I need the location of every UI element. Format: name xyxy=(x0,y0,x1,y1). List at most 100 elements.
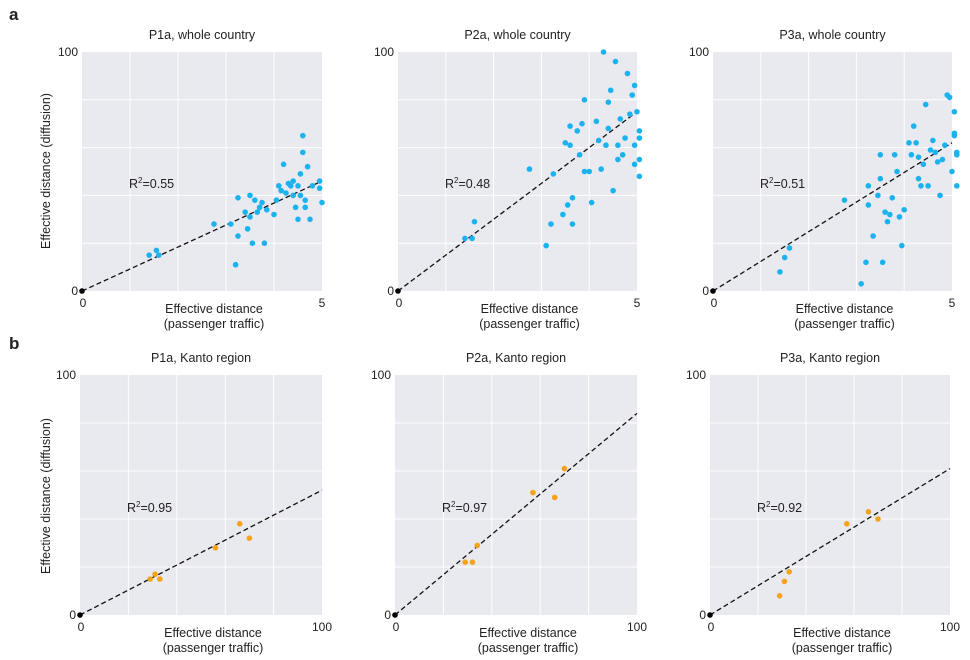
chart-title: P1a, Kanto region xyxy=(151,351,251,365)
row-label-a: a xyxy=(9,5,19,24)
data-point xyxy=(887,211,893,218)
y-tick-label: 100 xyxy=(58,45,78,59)
data-point xyxy=(884,218,891,225)
r-squared-label: R2=0.51 xyxy=(760,176,805,191)
data-point xyxy=(288,183,294,189)
data-point xyxy=(295,216,301,223)
data-point xyxy=(627,111,633,117)
origin-point xyxy=(707,612,713,618)
data-point xyxy=(292,204,299,211)
data-point xyxy=(877,175,884,182)
x-tick-label: 0 xyxy=(80,296,87,310)
data-point xyxy=(551,494,558,501)
data-point xyxy=(622,135,628,141)
data-point xyxy=(273,197,280,203)
data-point xyxy=(951,108,958,115)
data-point xyxy=(776,593,783,599)
data-point xyxy=(636,173,643,180)
fit-line xyxy=(79,489,323,616)
data-point xyxy=(925,183,931,189)
data-point xyxy=(777,269,783,275)
y-tick-label: 0 xyxy=(387,284,394,298)
x-axis-label-line1: Effective distance xyxy=(793,626,891,640)
y-axis-label-row-b: Effective distance (diffusion) xyxy=(39,418,53,574)
origin-point xyxy=(392,612,398,618)
data-point xyxy=(634,108,640,115)
data-point xyxy=(934,159,941,165)
data-point xyxy=(295,183,301,189)
data-point xyxy=(576,151,583,158)
data-point xyxy=(894,168,900,175)
data-point xyxy=(569,221,576,227)
data-point xyxy=(562,140,569,146)
data-point xyxy=(586,168,592,175)
data-point xyxy=(942,142,948,149)
data-point xyxy=(598,166,604,172)
data-point xyxy=(283,190,289,196)
y-tick-label: 100 xyxy=(374,45,394,59)
data-point xyxy=(153,247,160,254)
x-tick-label: 100 xyxy=(627,620,647,634)
y-tick-label: 100 xyxy=(56,368,76,382)
data-point xyxy=(319,199,325,206)
data-point xyxy=(307,216,313,223)
x-tick-label: 0 xyxy=(393,620,400,634)
data-point xyxy=(242,209,248,215)
data-point xyxy=(906,140,912,146)
x-axis-label-line1: Effective distance xyxy=(479,626,577,640)
y-tick-label: 100 xyxy=(689,45,709,59)
data-point xyxy=(302,204,309,211)
origin-point xyxy=(710,288,716,294)
data-point xyxy=(271,211,277,218)
data-point xyxy=(297,171,304,177)
data-point xyxy=(636,156,643,163)
data-point xyxy=(891,151,898,158)
data-point xyxy=(235,194,241,201)
data-point xyxy=(247,192,253,199)
fit-line xyxy=(81,180,323,292)
data-point xyxy=(863,259,869,266)
data-point xyxy=(588,199,595,206)
data-point xyxy=(316,178,323,184)
data-point xyxy=(879,259,886,266)
data-point xyxy=(526,166,533,172)
data-point xyxy=(610,187,616,194)
x-tick-label: 0 xyxy=(708,620,715,634)
data-point xyxy=(581,97,588,103)
x-axis-label-line1: Effective distance xyxy=(796,302,894,316)
data-point xyxy=(901,206,907,213)
data-point xyxy=(254,209,260,215)
x-axis-label-line2: (passenger traffic) xyxy=(794,317,895,331)
data-point xyxy=(249,240,256,246)
x-tick-label: 0 xyxy=(78,620,85,634)
data-point xyxy=(543,242,549,249)
data-point xyxy=(595,137,602,144)
data-point xyxy=(469,559,476,565)
x-axis-label-line1: Effective distance xyxy=(481,302,579,316)
origin-point xyxy=(77,612,83,618)
x-tick-label: 5 xyxy=(634,296,641,310)
data-point xyxy=(560,211,566,218)
data-point xyxy=(290,178,297,184)
data-point xyxy=(930,137,936,144)
data-point xyxy=(858,281,864,287)
data-point xyxy=(548,221,554,227)
data-point xyxy=(899,242,905,249)
plot-area xyxy=(713,52,952,291)
data-point xyxy=(918,183,924,189)
data-point xyxy=(617,116,624,122)
data-point xyxy=(629,92,636,98)
data-point xyxy=(156,252,162,258)
x-axis-label-line1: Effective distance xyxy=(165,302,263,316)
fit-line xyxy=(712,142,953,292)
r-squared-label: R2=0.95 xyxy=(127,500,172,515)
r-squared-label: R2=0.92 xyxy=(757,500,802,515)
x-axis-label-line2: (passenger traffic) xyxy=(792,641,893,655)
fit-line xyxy=(709,468,951,616)
data-point xyxy=(574,128,581,134)
chart-panel-2: P2a, whole country 0 100 0 5 Effective distan… xyxy=(374,28,643,331)
data-point xyxy=(157,576,163,582)
data-point xyxy=(471,218,478,225)
data-point xyxy=(147,576,153,582)
data-point xyxy=(949,168,955,175)
